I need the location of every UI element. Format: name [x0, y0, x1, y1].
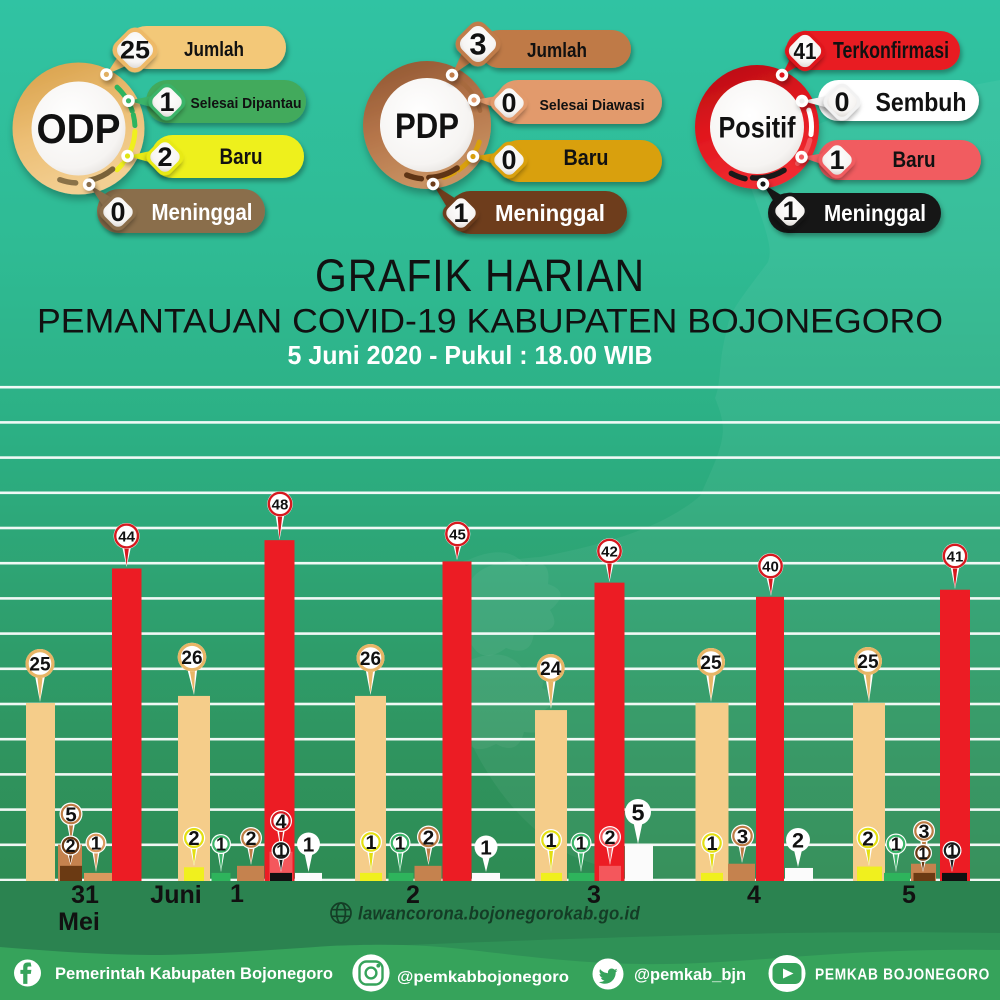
svg-text:1: 1: [782, 196, 797, 226]
svg-text:42: 42: [601, 543, 618, 560]
svg-text:41: 41: [947, 548, 964, 565]
svg-text:1: 1: [365, 832, 376, 854]
svg-text:26: 26: [181, 648, 202, 669]
svg-text:2: 2: [423, 826, 435, 849]
svg-text:GRAFIK HARIAN: GRAFIK HARIAN: [315, 250, 645, 301]
svg-text:PEMANTAUAN COVID-19 KABUPATEN: PEMANTAUAN COVID-19 KABUPATEN BOJONEGORO: [37, 303, 943, 341]
svg-text:3: 3: [469, 27, 486, 62]
svg-text:2: 2: [406, 881, 420, 909]
svg-text:1: 1: [216, 834, 226, 854]
svg-text:ODP: ODP: [37, 105, 121, 152]
svg-text:26: 26: [360, 649, 381, 670]
svg-text:3: 3: [587, 881, 601, 909]
svg-text:PDP: PDP: [395, 107, 459, 146]
svg-text:5 Juni 2020 - Pukul : 18.00 WI: 5 Juni 2020 - Pukul : 18.00 WIB: [288, 340, 653, 370]
svg-text:25: 25: [120, 37, 150, 65]
svg-text:41: 41: [794, 38, 817, 64]
svg-text:5: 5: [902, 881, 916, 909]
svg-text:5: 5: [65, 803, 77, 826]
svg-text:2: 2: [245, 828, 256, 850]
svg-text:1: 1: [829, 145, 844, 175]
svg-text:Baru: Baru: [220, 144, 263, 169]
svg-text:2: 2: [65, 836, 75, 856]
svg-text:1: 1: [706, 833, 717, 855]
svg-text:48: 48: [272, 496, 289, 513]
svg-text:0: 0: [110, 197, 125, 227]
svg-text:25: 25: [700, 653, 722, 674]
svg-text:2: 2: [862, 827, 874, 850]
svg-text:44: 44: [118, 528, 135, 545]
svg-text:24: 24: [540, 659, 562, 680]
svg-text:Juni: Juni: [150, 881, 201, 909]
svg-text:Meninggal: Meninggal: [152, 199, 253, 225]
svg-text:4: 4: [747, 881, 761, 909]
svg-text:2: 2: [188, 828, 199, 850]
svg-text:1: 1: [891, 835, 902, 856]
svg-text:Jumlah: Jumlah: [527, 40, 587, 62]
svg-text:3: 3: [737, 825, 749, 848]
svg-text:1: 1: [947, 842, 957, 861]
svg-text:Selesai Dipantau: Selesai Dipantau: [191, 95, 302, 112]
svg-text:Meninggal: Meninggal: [824, 200, 926, 226]
svg-text:@pemkab_bjn: @pemkab_bjn: [634, 966, 746, 984]
svg-text:Pemerintah Kabupaten Bojonegor: Pemerintah Kabupaten Bojonegoro: [55, 965, 333, 983]
svg-text:lawancorona.bojonegorokab.go.i: lawancorona.bojonegorokab.go.id: [358, 903, 640, 924]
svg-text:1: 1: [230, 880, 244, 908]
svg-text:3: 3: [918, 821, 929, 843]
svg-text:Positif: Positif: [719, 112, 797, 145]
svg-text:5: 5: [631, 799, 644, 825]
svg-text:Selesai Diawasi: Selesai Diawasi: [540, 97, 645, 114]
svg-text:1: 1: [576, 834, 587, 855]
svg-text:0: 0: [501, 145, 516, 175]
svg-text:0: 0: [501, 88, 516, 118]
svg-text:Baru: Baru: [564, 145, 609, 170]
svg-text:2: 2: [792, 828, 804, 853]
svg-text:0: 0: [834, 87, 849, 117]
svg-text:Sembuh: Sembuh: [876, 87, 967, 117]
svg-text:Baru: Baru: [893, 147, 936, 172]
svg-text:45: 45: [449, 526, 466, 543]
svg-text:Jumlah: Jumlah: [184, 39, 244, 61]
svg-text:1: 1: [276, 842, 286, 861]
svg-text:1: 1: [159, 87, 174, 117]
svg-text:1: 1: [545, 830, 556, 852]
svg-text:2: 2: [604, 827, 615, 849]
svg-text:PEMKAB BOJONEGORO: PEMKAB BOJONEGORO: [815, 967, 990, 984]
svg-text:25: 25: [29, 654, 51, 675]
svg-text:1: 1: [480, 836, 492, 859]
svg-text:40: 40: [762, 558, 779, 575]
svg-text:Terkonfirmasi: Terkonfirmasi: [833, 37, 949, 63]
svg-text:1: 1: [395, 834, 406, 855]
svg-text:1: 1: [303, 833, 315, 856]
svg-text:1: 1: [91, 834, 102, 855]
svg-text:31: 31: [71, 881, 99, 909]
svg-text:25: 25: [857, 652, 879, 673]
svg-text:@pemkabbojonegoro: @pemkabbojonegoro: [397, 969, 569, 986]
svg-text:2: 2: [157, 142, 172, 172]
svg-text:1: 1: [918, 845, 927, 863]
svg-text:4: 4: [275, 811, 286, 833]
svg-text:1: 1: [453, 198, 468, 228]
svg-text:Mei: Mei: [58, 908, 100, 936]
svg-text:Meninggal: Meninggal: [495, 200, 605, 226]
